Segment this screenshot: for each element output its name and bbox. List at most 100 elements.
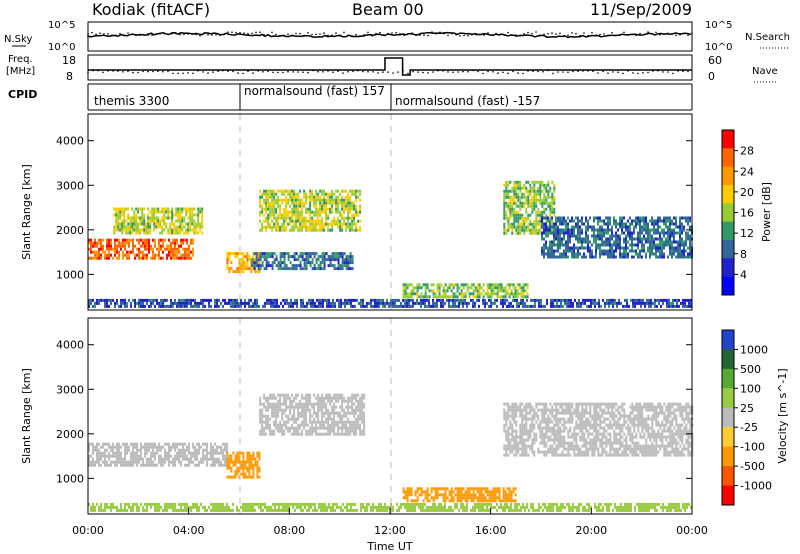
velocity-echo-cell <box>140 454 142 458</box>
power-echo-cell <box>553 213 556 217</box>
velocity-echo-cell <box>450 496 453 500</box>
velocity-echo-cell <box>230 454 233 458</box>
noise-search-dot <box>159 33 161 35</box>
power-echo-cell <box>396 304 398 308</box>
velocity-echo-cell <box>184 442 186 446</box>
power-echo-cell <box>359 210 362 214</box>
power-echo-cell <box>583 252 585 256</box>
power-echo-cell <box>274 304 276 308</box>
power-echo-cell <box>192 247 194 251</box>
power-echo-cell <box>169 225 172 229</box>
power-echo-cell <box>125 228 128 232</box>
velocity-echo-cell <box>327 423 330 427</box>
power-echo-cell <box>171 210 174 214</box>
power-echo-cell <box>151 216 154 220</box>
velocity-echo-cell <box>230 460 233 464</box>
velocity-echo-cell <box>214 448 216 452</box>
power-echo-cell <box>158 244 160 248</box>
velocity-echo-cell <box>136 454 138 458</box>
power-echo-cell <box>257 267 260 271</box>
power-echo-cell <box>148 238 150 242</box>
power-echo-cell <box>108 304 110 308</box>
velocity-echo-cell <box>258 451 261 455</box>
power-echo-cell <box>523 195 526 199</box>
power-echo-cell <box>679 231 681 235</box>
power-echo-cell <box>436 298 438 302</box>
velocity-echo-cell <box>152 463 154 467</box>
power-echo-cell <box>88 241 90 245</box>
power-echo-cell <box>645 219 647 223</box>
power-echo-cell <box>563 234 565 238</box>
power-echo-cell <box>145 225 148 229</box>
power-echo-cell <box>137 210 140 214</box>
power-echo-cell <box>108 238 110 242</box>
power-echo-cell <box>571 216 573 220</box>
velocity-echo-cell <box>224 457 226 461</box>
velocity-echo-cell <box>224 448 226 452</box>
velocity-echo-cell <box>323 399 326 403</box>
velocity-echo-cell <box>309 420 312 424</box>
power-echo-cell <box>182 253 184 257</box>
power-echo-cell <box>531 198 534 202</box>
power-echo-cell <box>550 301 552 305</box>
power-echo-cell <box>317 219 320 223</box>
velocity-echo-cell <box>361 420 364 424</box>
power-echo-cell <box>264 304 266 308</box>
power-echo-cell <box>284 301 286 305</box>
power-echo-cell <box>251 258 254 262</box>
power-echo-cell <box>511 189 514 193</box>
power-echo-cell <box>681 255 683 259</box>
power-echo-cell <box>178 298 180 302</box>
velocity-echo-cell <box>285 402 288 406</box>
power-echo-cell <box>520 286 523 290</box>
power-echo-cell <box>519 183 522 187</box>
power-echo-cell <box>279 225 282 229</box>
velocity-echo-cell <box>321 420 324 424</box>
power-echo-cell <box>259 267 262 271</box>
power-echo-cell <box>565 243 567 247</box>
power-echo-cell <box>122 250 124 254</box>
power-echo-cell <box>303 264 306 268</box>
power-echo-cell <box>613 240 615 244</box>
power-echo-cell <box>420 295 423 299</box>
power-echo-cell <box>293 189 296 193</box>
power-echo-cell <box>256 301 258 305</box>
power-echo-cell <box>543 222 545 226</box>
power-echo-cell <box>609 234 611 238</box>
velocity-echo-cell <box>285 399 288 403</box>
power-echo-cell <box>468 292 471 296</box>
power-echo-cell <box>629 216 631 220</box>
nave-dot <box>677 70 679 72</box>
velocity-echo-cell <box>210 451 212 455</box>
power-echo-cell <box>291 255 294 259</box>
velocity-echo-cell <box>357 417 360 421</box>
power-echo-cell <box>590 301 592 305</box>
power-echo-cell <box>137 228 140 232</box>
power-echo-cell <box>289 198 292 202</box>
power-echo-cell <box>291 264 294 268</box>
power-echo-cell <box>511 207 514 211</box>
velocity-echo-cell <box>180 454 182 458</box>
power-echo-cell <box>163 222 166 226</box>
velocity-echo-cell <box>331 405 334 409</box>
power-echo-cell <box>531 180 534 184</box>
velocity-echo-cell <box>486 487 489 491</box>
velocity-echo-cell <box>174 448 176 452</box>
power-echo-cell <box>350 298 352 302</box>
power-echo-cell <box>343 189 346 193</box>
power-echo-cell <box>388 301 390 305</box>
power-echo-cell <box>191 219 194 223</box>
power-echo-cell <box>210 304 212 308</box>
power-echo-cell <box>454 304 456 308</box>
power-echo-cell <box>478 298 480 302</box>
power-echo-cell <box>183 207 186 211</box>
velocity-echo-cell <box>323 405 326 409</box>
velocity-echo-cell <box>190 451 192 455</box>
power-echo-cell <box>340 298 342 302</box>
power-echo-cell <box>190 241 192 245</box>
power-echo-cell <box>374 301 376 305</box>
power-echo-cell <box>394 301 396 305</box>
power-echo-cell <box>279 207 282 211</box>
power-echo-cell <box>510 289 513 293</box>
power-echo-cell <box>470 286 473 290</box>
